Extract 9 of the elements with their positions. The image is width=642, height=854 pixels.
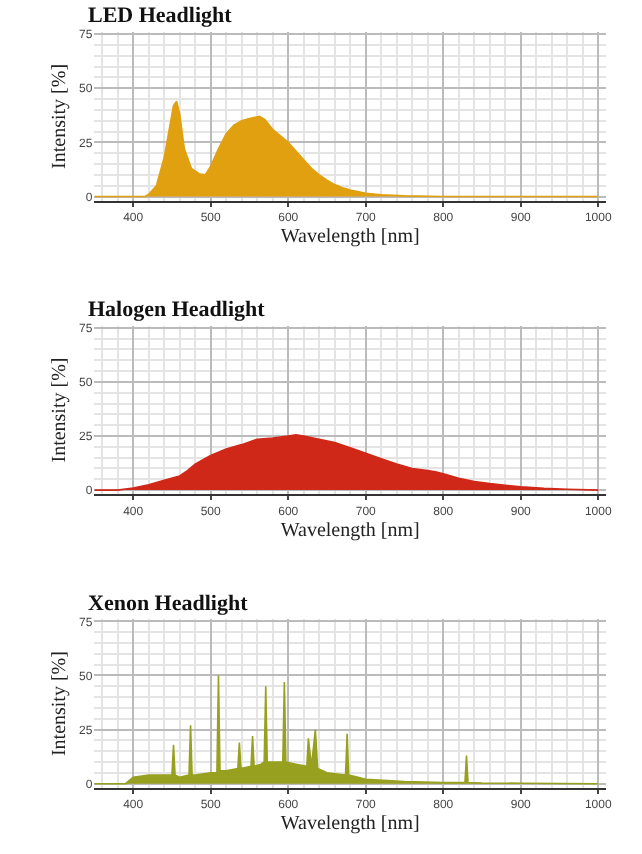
y-axis-title: Intensity [%] [49,63,72,169]
chart-title: Halogen Headlight [88,298,266,322]
y-axis-title: Intensity [%] [49,651,72,757]
chart-title: LED Headlight [88,4,233,28]
x-axis-title: Wavelength [nm] [280,519,420,542]
x-axis-title: Wavelength [nm] [280,226,420,249]
x-axis-title: Wavelength [nm] [280,813,420,836]
chart-title: Xenon Headlight [88,592,249,616]
y-axis-title: Intensity [%] [49,357,72,463]
